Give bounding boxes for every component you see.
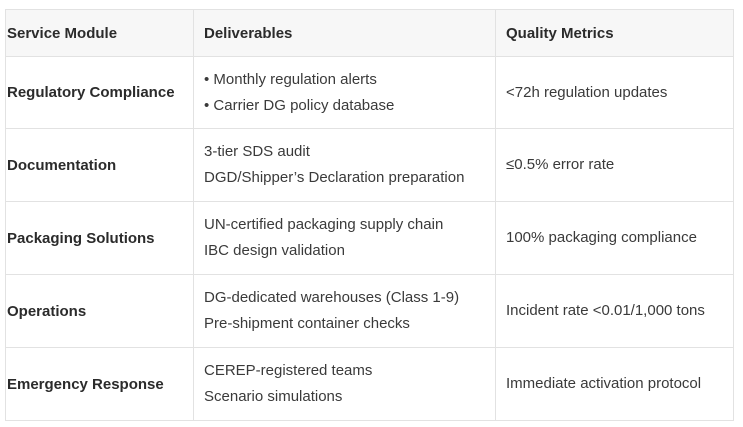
deliverables-cell: 3-tier SDS audit DGD/Shipper’s Declarati… bbox=[193, 128, 496, 202]
deliverable-item: UN-certified packaging supply chain bbox=[204, 216, 444, 233]
deliverable-item: • Monthly regulation alerts bbox=[204, 70, 377, 88]
deliverable-item: • Carrier DG policy database bbox=[204, 96, 395, 114]
deliverables-cell: UN-certified packaging supply chain IBC … bbox=[193, 201, 496, 275]
service-table: Service Module Deliverables Quality Metr… bbox=[5, 9, 734, 421]
quality-metric-cell: <72h regulation updates bbox=[495, 56, 734, 129]
table-row: Regulatory Compliance • Monthly regulati… bbox=[5, 56, 734, 129]
table-row: Packaging Solutions UN-certified packagi… bbox=[5, 201, 734, 275]
table-row: Operations DG-dedicated warehouses (Clas… bbox=[5, 274, 734, 348]
deliverable-item: CEREP-registered teams bbox=[204, 362, 373, 379]
quality-metric-text: Incident rate <0.01/1,000 tons bbox=[506, 302, 705, 319]
quality-metric-text: 100% packaging compliance bbox=[506, 229, 697, 246]
deliverables-cell: CEREP-registered teams Scenario simulati… bbox=[193, 347, 496, 421]
header-row: Service Module Deliverables Quality Metr… bbox=[5, 9, 734, 57]
quality-metric-text: ≤0.5% error rate bbox=[506, 156, 615, 173]
deliverable-item: Pre-shipment container checks bbox=[204, 315, 410, 332]
header-deliverables: Deliverables bbox=[193, 9, 496, 57]
service-module-cell: Documentation bbox=[5, 128, 194, 202]
quality-metric-cell: Immediate activation protocol bbox=[495, 347, 734, 421]
quality-metric-cell: 100% packaging compliance bbox=[495, 201, 734, 275]
service-module-cell: Regulatory Compliance bbox=[5, 56, 194, 129]
deliverables-cell: DG-dedicated warehouses (Class 1-9) Pre-… bbox=[193, 274, 496, 348]
quality-metric-cell: ≤0.5% error rate bbox=[495, 128, 734, 202]
quality-metric-text: <72h regulation updates bbox=[506, 83, 668, 101]
deliverable-item: Scenario simulations bbox=[204, 388, 343, 405]
service-module-cell: Packaging Solutions bbox=[5, 201, 194, 275]
table-row: Documentation 3-tier SDS audit DGD/Shipp… bbox=[5, 128, 734, 202]
service-module-cell: Emergency Response bbox=[5, 347, 194, 421]
deliverables-cell: • Monthly regulation alerts • Carrier DG… bbox=[193, 56, 496, 129]
header-service-module: Service Module bbox=[5, 9, 194, 57]
table-row: Emergency Response CEREP-registered team… bbox=[5, 347, 734, 421]
header-quality-metrics: Quality Metrics bbox=[495, 9, 734, 57]
deliverable-item: DGD/Shipper’s Declaration preparation bbox=[204, 169, 465, 186]
service-module-cell: Operations bbox=[5, 274, 194, 348]
deliverable-item: 3-tier SDS audit bbox=[204, 143, 310, 160]
quality-metric-cell: Incident rate <0.01/1,000 tons bbox=[495, 274, 734, 348]
quality-metric-text: Immediate activation protocol bbox=[506, 375, 702, 392]
deliverable-item: DG-dedicated warehouses (Class 1-9) bbox=[204, 289, 460, 306]
deliverable-item: IBC design validation bbox=[204, 242, 345, 259]
